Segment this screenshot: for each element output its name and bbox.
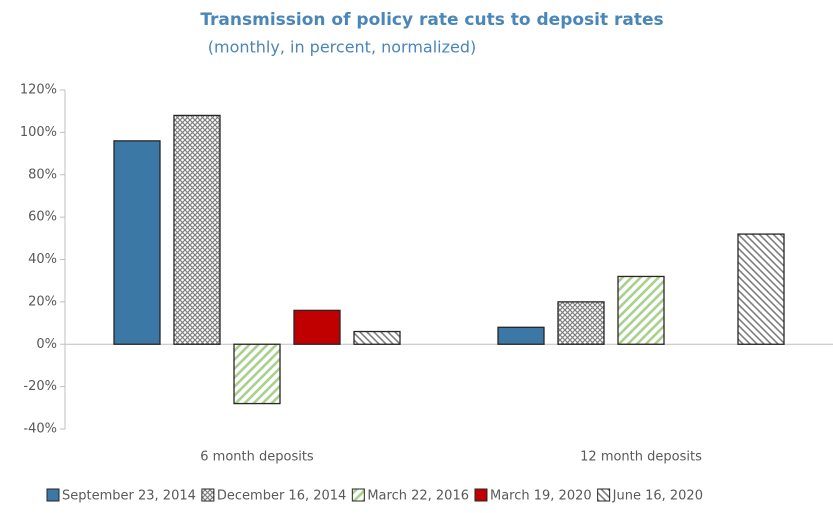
y-tick-label: -20% (23, 379, 57, 394)
chart-title: Transmission of policy rate cuts to depo… (200, 10, 663, 30)
chart-subtitle: (monthly, in percent, normalized) (208, 38, 477, 57)
bar (353, 330, 401, 345)
y-tick-label: 80% (28, 167, 57, 182)
x-tick-label: 6 month deposits (200, 450, 314, 465)
legend-swatch (597, 488, 611, 502)
y-tick-label: 0% (36, 337, 57, 352)
bar (293, 309, 341, 345)
legend-label: June 16, 2020 (612, 489, 703, 504)
bar (233, 343, 281, 405)
y-tick-label: 40% (28, 252, 57, 267)
bar (173, 114, 221, 345)
y-tick-label: 120% (20, 83, 57, 98)
legend-swatch (351, 488, 365, 502)
bar (113, 140, 161, 345)
y-tick-label: 60% (28, 210, 57, 225)
legend-label: March 22, 2016 (367, 489, 469, 504)
x-tick-label: 12 month deposits (580, 450, 702, 465)
legend-label: December 16, 2014 (217, 489, 346, 504)
legend-label: September 23, 2014 (62, 489, 196, 504)
bar (497, 326, 545, 345)
bar (737, 233, 785, 345)
bar (617, 275, 665, 345)
legend-swatch (46, 488, 60, 502)
legend-label: March 19, 2020 (490, 489, 592, 504)
bar (557, 301, 605, 345)
legend-swatch (474, 488, 488, 502)
y-tick-label: 20% (28, 294, 57, 309)
legend-swatch (201, 488, 215, 502)
y-tick-label: -40% (23, 422, 57, 437)
y-tick-label: 100% (20, 125, 57, 140)
